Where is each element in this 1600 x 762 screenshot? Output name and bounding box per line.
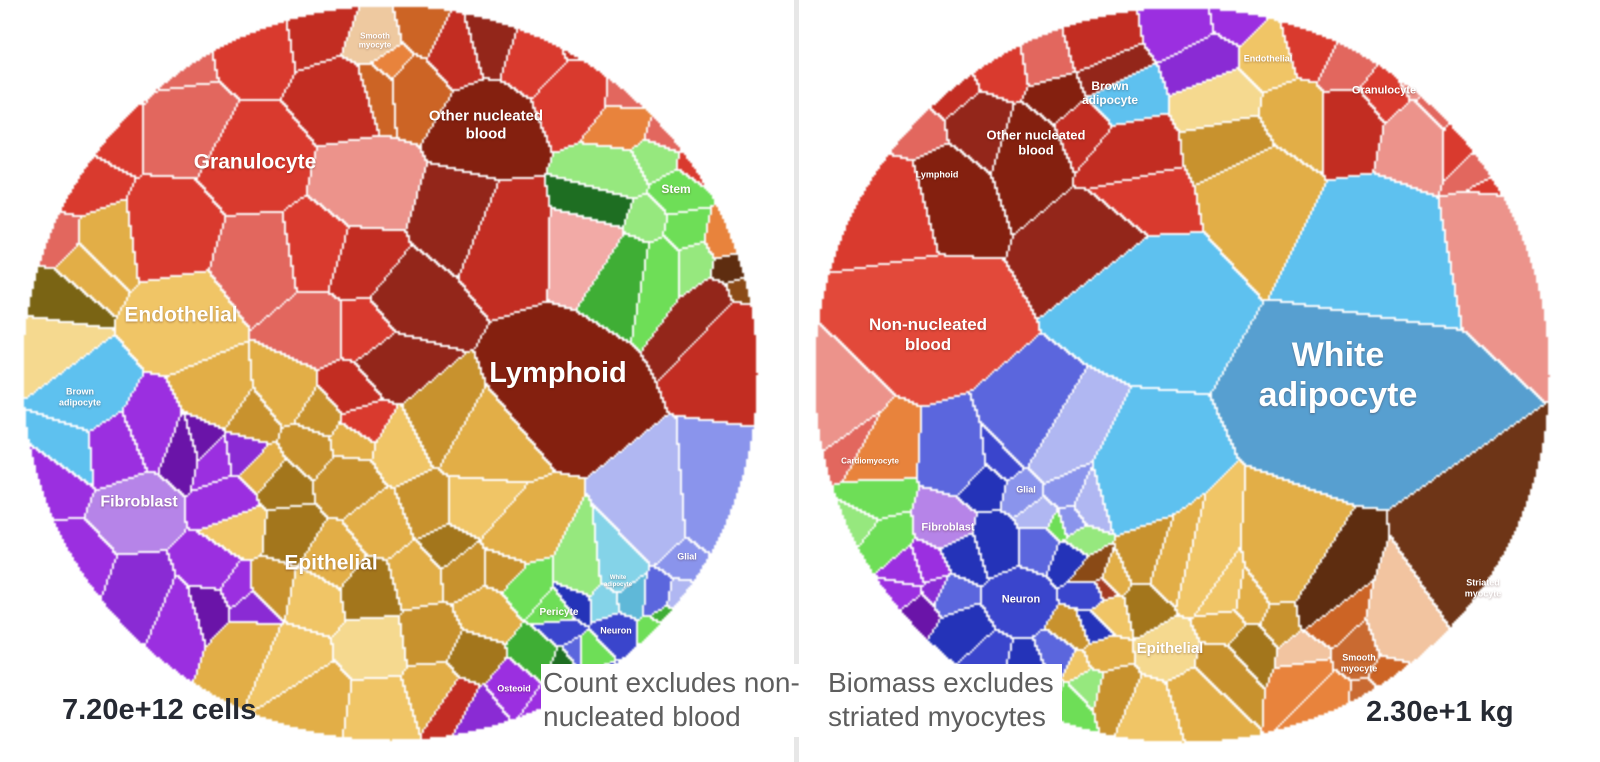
panel-divider — [794, 0, 799, 762]
biomass-chart: Brown adipocyte Endothelial Granulocyte Oth… — [810, 3, 1554, 747]
count-footnote: Count excludes non- nucleated blood — [541, 664, 808, 738]
biomass-total: 2.30e+1 kg — [1366, 696, 1514, 728]
count-chart: Granulocyte Smooth myocyte Other nucleated… — [18, 1, 762, 745]
count-voronoi-canvas[interactable] — [18, 1, 762, 745]
count-total: 7.20e+12 cells — [62, 694, 257, 726]
biomass-footnote: Biomass excludes striated myocytes — [826, 664, 1062, 738]
biomass-voronoi-canvas[interactable] — [810, 3, 1554, 747]
